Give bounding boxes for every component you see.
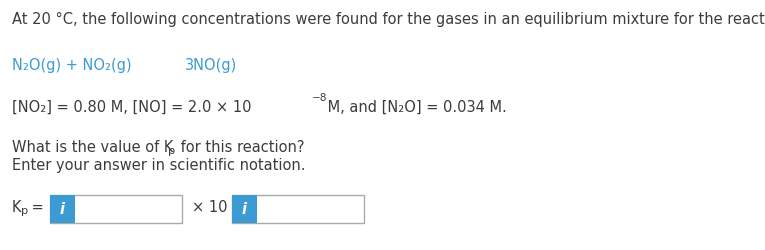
Text: 3NO(g): 3NO(g): [185, 58, 237, 73]
Text: −8: −8: [312, 93, 327, 102]
FancyBboxPatch shape: [232, 195, 257, 223]
Text: p: p: [168, 146, 175, 156]
Text: for this reaction?: for this reaction?: [176, 140, 304, 154]
FancyBboxPatch shape: [50, 195, 182, 223]
Text: p: p: [21, 205, 28, 215]
Text: Enter your answer in scientific notation.: Enter your answer in scientific notation…: [12, 157, 305, 172]
Text: M, and [N₂O] = 0.034 M.: M, and [N₂O] = 0.034 M.: [323, 100, 506, 114]
Text: =: =: [27, 199, 44, 214]
Text: At 20 °C, the following concentrations were found for the gases in an equilibriu: At 20 °C, the following concentrations w…: [12, 12, 765, 27]
FancyBboxPatch shape: [232, 195, 364, 223]
Text: × 10: × 10: [192, 199, 227, 214]
Text: [NO₂] = 0.80 M, [NO] = 2.0 × 10: [NO₂] = 0.80 M, [NO] = 2.0 × 10: [12, 100, 252, 114]
FancyBboxPatch shape: [50, 195, 75, 223]
Text: What is the value of K: What is the value of K: [12, 140, 174, 154]
Text: K: K: [12, 199, 21, 214]
Text: N₂O(g) + NO₂(g): N₂O(g) + NO₂(g): [12, 58, 132, 73]
Text: i: i: [242, 202, 247, 217]
Text: i: i: [60, 202, 65, 217]
